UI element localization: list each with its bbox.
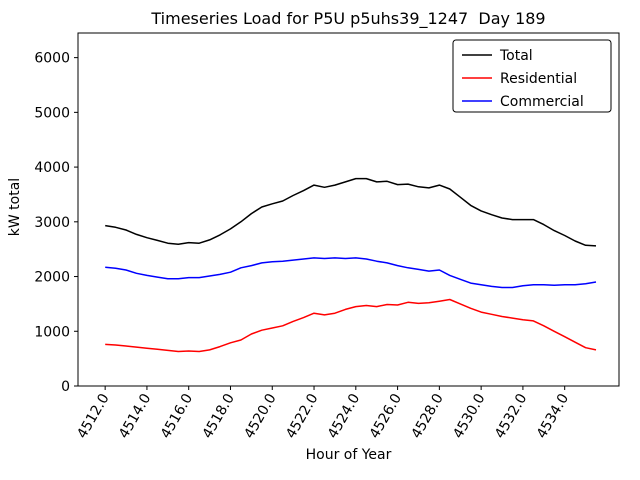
series-line-residential bbox=[105, 298, 597, 353]
series-line-commercial bbox=[105, 257, 597, 289]
plot-frame bbox=[77, 32, 620, 387]
legend-label-commercial: Commercial bbox=[500, 94, 584, 110]
x-tick-label: 4516.0 bbox=[158, 391, 196, 441]
series-line-total bbox=[105, 177, 597, 247]
y-tick-label: 1000 bbox=[34, 324, 70, 340]
legend-label-total: Total bbox=[499, 48, 533, 64]
x-tick-label: 4526.0 bbox=[367, 391, 405, 441]
chart-title: Timeseries Load for P5U p5uhs39_1247 Day… bbox=[151, 9, 546, 28]
x-tick-label: 4512.0 bbox=[74, 391, 112, 441]
y-tick-label: 2000 bbox=[34, 270, 70, 286]
y-tick-label: 4000 bbox=[34, 160, 70, 176]
x-tick-label: 4530.0 bbox=[450, 391, 488, 441]
x-tick-label: 4514.0 bbox=[116, 391, 154, 441]
x-tick-label: 4522.0 bbox=[283, 391, 321, 441]
y-tick-label: 6000 bbox=[34, 51, 70, 67]
x-tick-label: 4534.0 bbox=[534, 391, 572, 441]
x-tick-label: 4518.0 bbox=[200, 391, 238, 441]
legend-box bbox=[452, 39, 612, 113]
y-tick-label: 3000 bbox=[34, 215, 70, 231]
legend-label-residential: Residential bbox=[500, 71, 577, 87]
y-tick-label: 0 bbox=[61, 379, 70, 395]
x-tick-label: 4532.0 bbox=[492, 391, 530, 441]
x-tick-label: 4520.0 bbox=[241, 391, 279, 441]
x-tick-label: 4524.0 bbox=[325, 391, 363, 441]
x-tick-label: 4528.0 bbox=[408, 391, 446, 441]
x-axis-label: Hour of Year bbox=[305, 447, 392, 463]
y-tick-label: 5000 bbox=[34, 105, 70, 121]
